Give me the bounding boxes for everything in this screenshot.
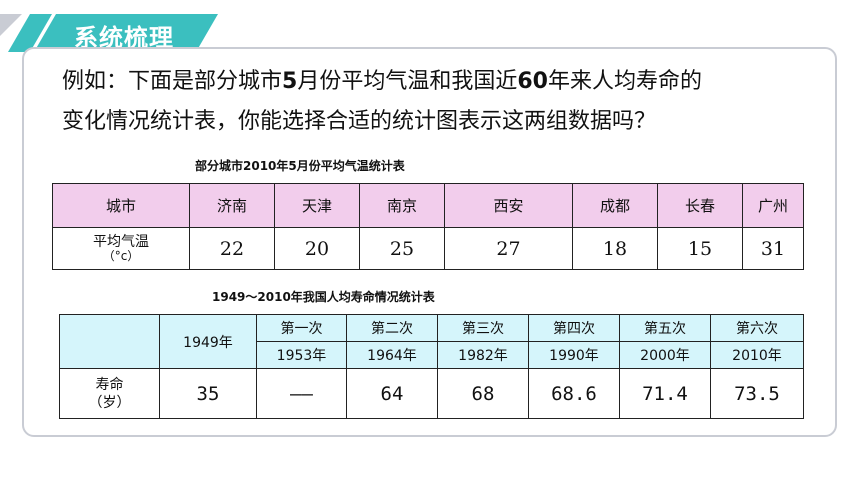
census-cell: 第四次 bbox=[528, 314, 620, 342]
census-year-cell: 1953年 bbox=[256, 341, 347, 369]
temperature-cell: 22 bbox=[189, 227, 275, 270]
life-unit: （岁） bbox=[88, 394, 131, 411]
life-value-cell: 68.6 bbox=[528, 368, 620, 419]
life-value-cell: 71.4 bbox=[619, 368, 711, 419]
row-header-temperature: 平均气温 （°c） bbox=[52, 227, 190, 270]
city-cell: 长春 bbox=[657, 183, 743, 228]
life-expectancy-table: 1949年 第一次 第二次 第三次 第四次 第五次 第六次 1953年 1964… bbox=[59, 314, 804, 419]
temperature-cell: 27 bbox=[444, 227, 573, 270]
temperature-cell: 15 bbox=[657, 227, 743, 270]
temperature-table: 城市 济南 天津 南京 西安 成都 长春 广州 平均气温 （°c） 22 20 … bbox=[52, 183, 804, 270]
corner-cell bbox=[59, 314, 160, 369]
life-value-cell: 35 bbox=[159, 368, 257, 419]
city-cell: 西安 bbox=[444, 183, 573, 228]
census-year-cell: 1964年 bbox=[346, 341, 438, 369]
intro-line-1: 例如：下面是部分城市5月份平均气温和我国近60年来人均寿命的 bbox=[62, 69, 702, 94]
census-cell: 第六次 bbox=[710, 314, 804, 342]
temperature-unit: （°c） bbox=[102, 248, 140, 263]
life-value-cell: —— bbox=[256, 368, 347, 419]
city-cell: 天津 bbox=[274, 183, 360, 228]
city-cell: 广州 bbox=[742, 183, 804, 228]
section-tab: 系统梳理 bbox=[0, 14, 218, 52]
census-year-cell: 2010年 bbox=[710, 341, 804, 369]
temperature-cell: 31 bbox=[742, 227, 804, 270]
census-year-cell: 1990年 bbox=[528, 341, 620, 369]
census-cell: 第二次 bbox=[346, 314, 438, 342]
row-header-life: 寿命 （岁） bbox=[59, 368, 160, 419]
city-cell: 济南 bbox=[189, 183, 275, 228]
census-cell: 第三次 bbox=[437, 314, 529, 342]
temperature-cell: 20 bbox=[274, 227, 360, 270]
intro-text: 例如：下面是部分城市5月份平均气温和我国近60年来人均寿命的 变化情况统计表，你… bbox=[62, 62, 802, 142]
table-row: 寿命 （岁） 35 —— 64 68 68.6 71.4 73.5 bbox=[59, 368, 804, 419]
census-cell: 第五次 bbox=[619, 314, 711, 342]
table1-caption: 部分城市2010年5月份平均气温统计表 bbox=[195, 159, 405, 173]
census-cell: 第一次 bbox=[256, 314, 347, 342]
table2-caption: 1949～2010年我国人均寿命情况统计表 bbox=[212, 290, 435, 304]
census-year-cell: 2000年 bbox=[619, 341, 711, 369]
temperature-cell: 18 bbox=[572, 227, 658, 270]
intro-line-2: 变化情况统计表，你能选择合适的统计图表示这两组数据吗？ bbox=[62, 109, 657, 134]
census-year-cell: 1982年 bbox=[437, 341, 529, 369]
first-year-cell: 1949年 bbox=[159, 314, 257, 369]
city-cell: 成都 bbox=[572, 183, 658, 228]
city-cell: 南京 bbox=[359, 183, 445, 228]
life-value-cell: 64 bbox=[346, 368, 438, 419]
table-row: 平均气温 （°c） 22 20 25 27 18 15 31 bbox=[52, 227, 804, 270]
temperature-cell: 25 bbox=[359, 227, 445, 270]
tab-shape bbox=[0, 14, 218, 52]
life-value-cell: 73.5 bbox=[710, 368, 804, 419]
life-value-cell: 68 bbox=[437, 368, 529, 419]
table-row: 1949年 第一次 第二次 第三次 第四次 第五次 第六次 bbox=[59, 314, 804, 369]
table-row: 城市 济南 天津 南京 西安 成都 长春 广州 bbox=[52, 183, 804, 228]
row-header-city: 城市 bbox=[52, 183, 190, 228]
